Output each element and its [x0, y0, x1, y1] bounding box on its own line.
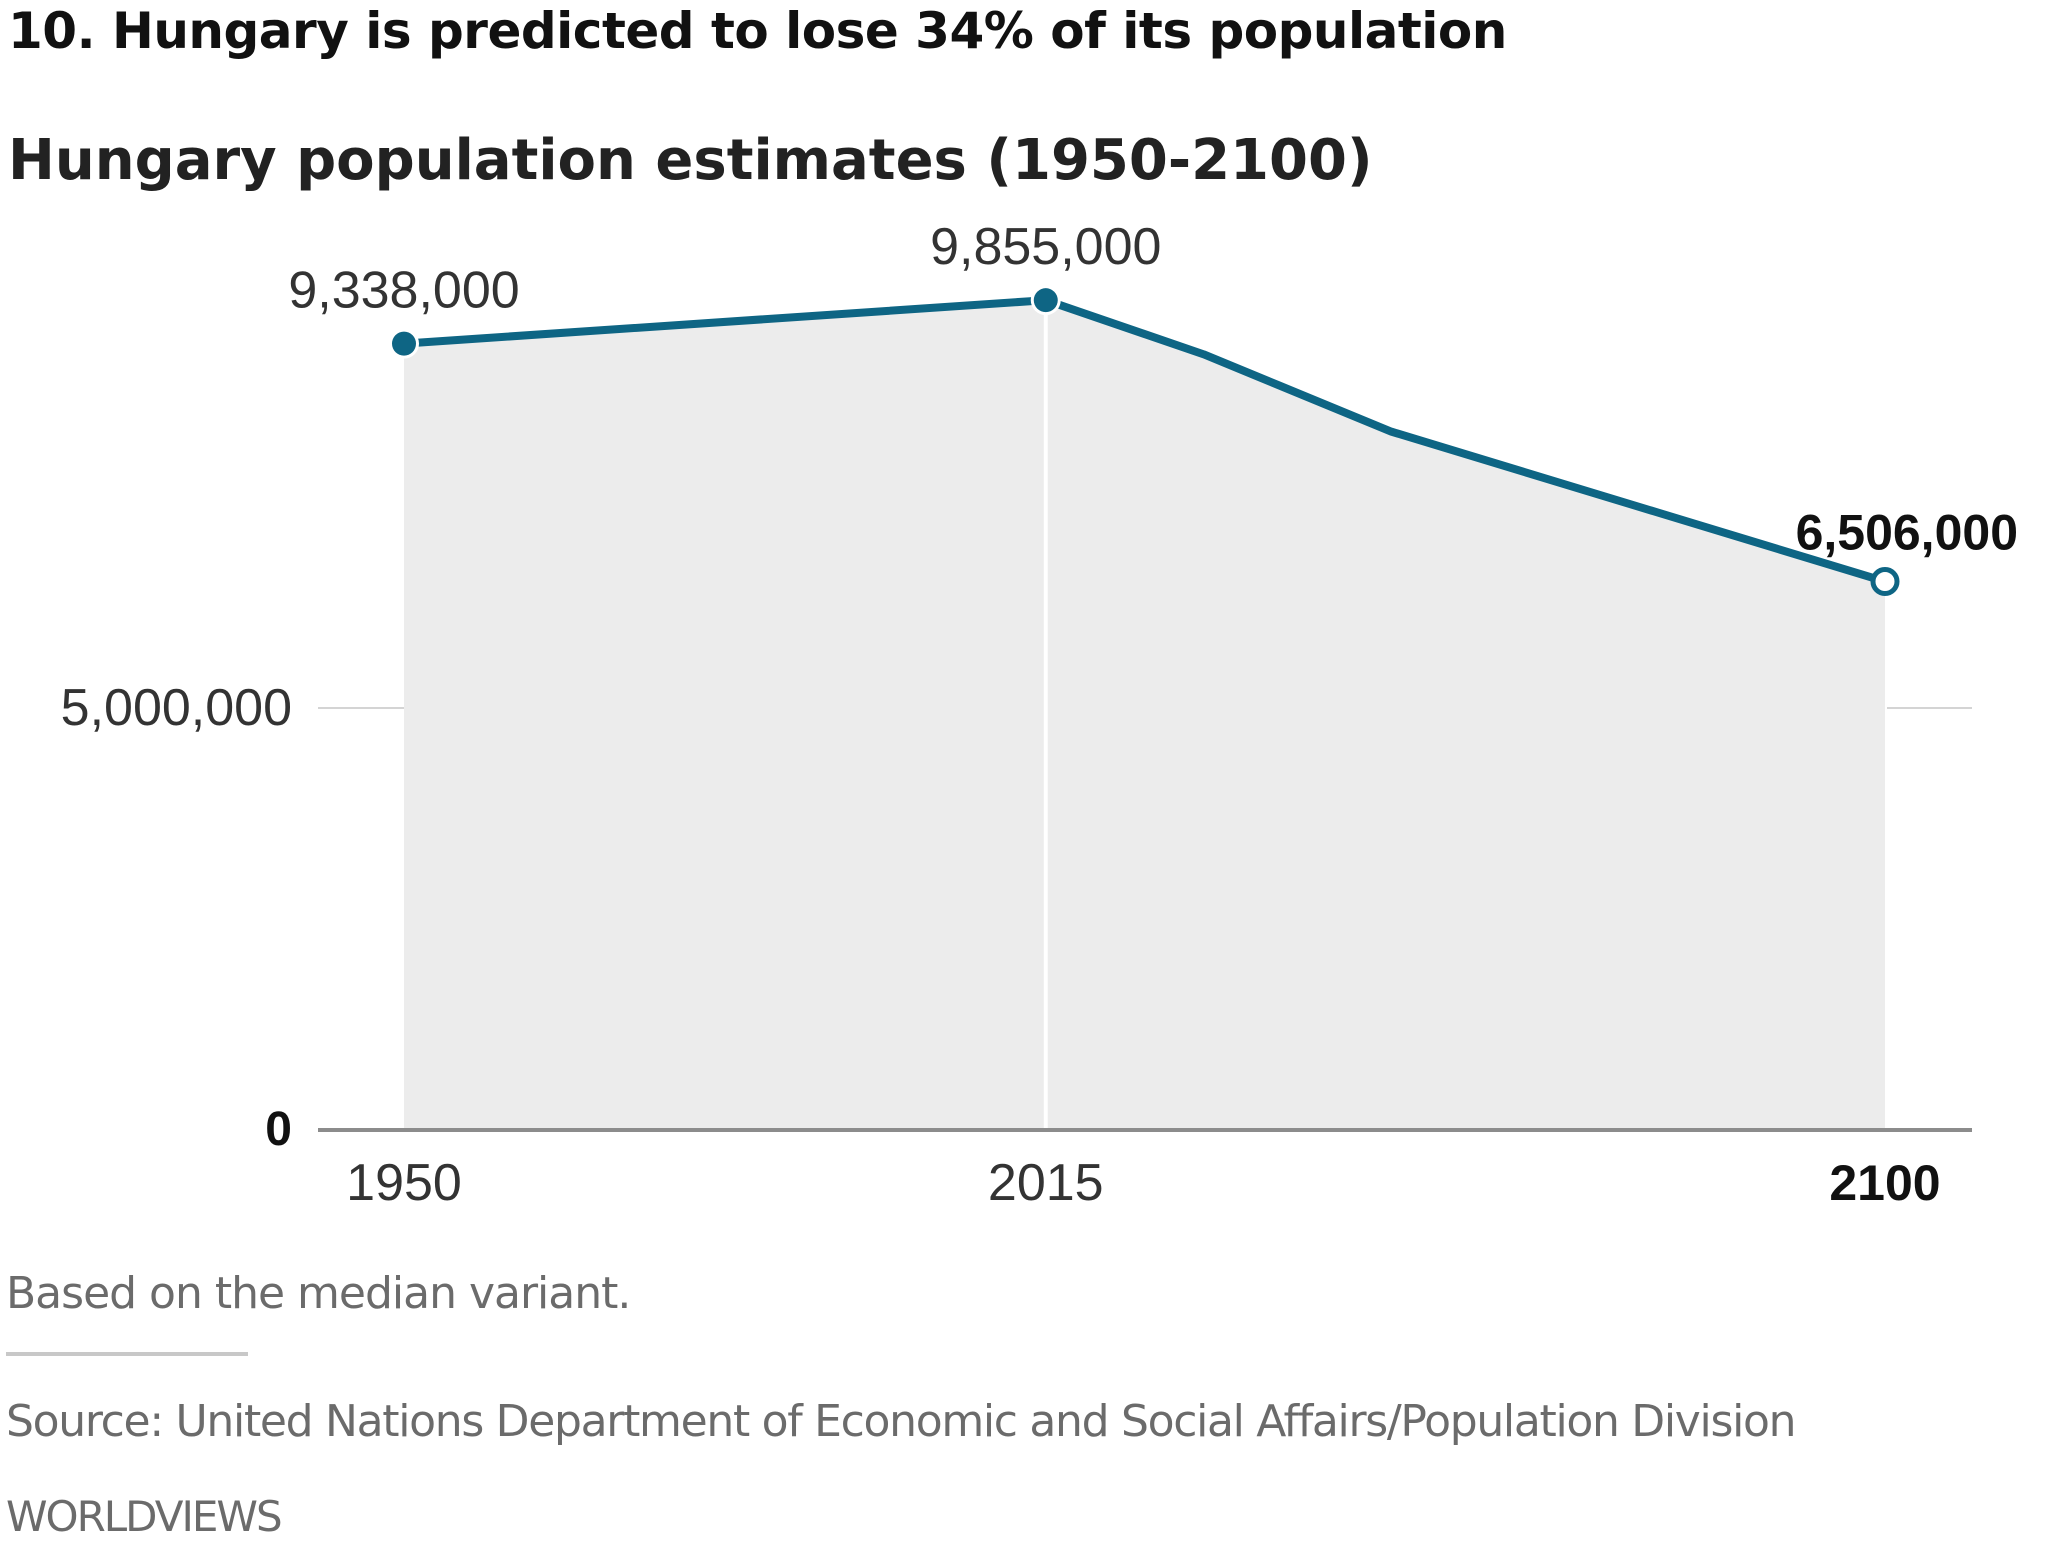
- headline: 10. Hungary is predicted to lose 34% of …: [8, 2, 1507, 60]
- x-tick-label: 1950: [346, 1154, 462, 1212]
- x-tick-label: 2100: [1829, 1155, 1940, 1211]
- population-area: [404, 300, 1885, 1128]
- y-tick-label: 0: [265, 1103, 292, 1156]
- chart-title: Hungary population estimates (1950-2100): [8, 128, 1373, 193]
- label-layer: 0 5,000,000 9,338,000 9,855,000 6,506,000 195…: [61, 218, 2018, 1212]
- data-point-hollow: [1870, 566, 1900, 596]
- source-credit: Source: United Nations Department of Eco…: [6, 1396, 1797, 1447]
- data-label: 9,338,000: [288, 262, 519, 320]
- footer-divider: [6, 1352, 248, 1356]
- data-label: 9,855,000: [930, 218, 1161, 276]
- data-label: 6,506,000: [1796, 504, 2018, 560]
- chart-note: Based on the median variant.: [6, 1268, 631, 1319]
- population-line: [403, 296, 1887, 586]
- data-point: [1033, 288, 1058, 313]
- population-chart: 0 5,000,000 9,338,000 9,855,000 6,506,000 195…: [61, 218, 2018, 1212]
- marker-layer: [389, 285, 1900, 596]
- data-point: [392, 331, 416, 356]
- y-tick-label: 5,000,000: [61, 679, 292, 737]
- brand-label: WORLDVIEWS: [6, 1492, 283, 1541]
- x-tick-label: 2015: [988, 1154, 1104, 1212]
